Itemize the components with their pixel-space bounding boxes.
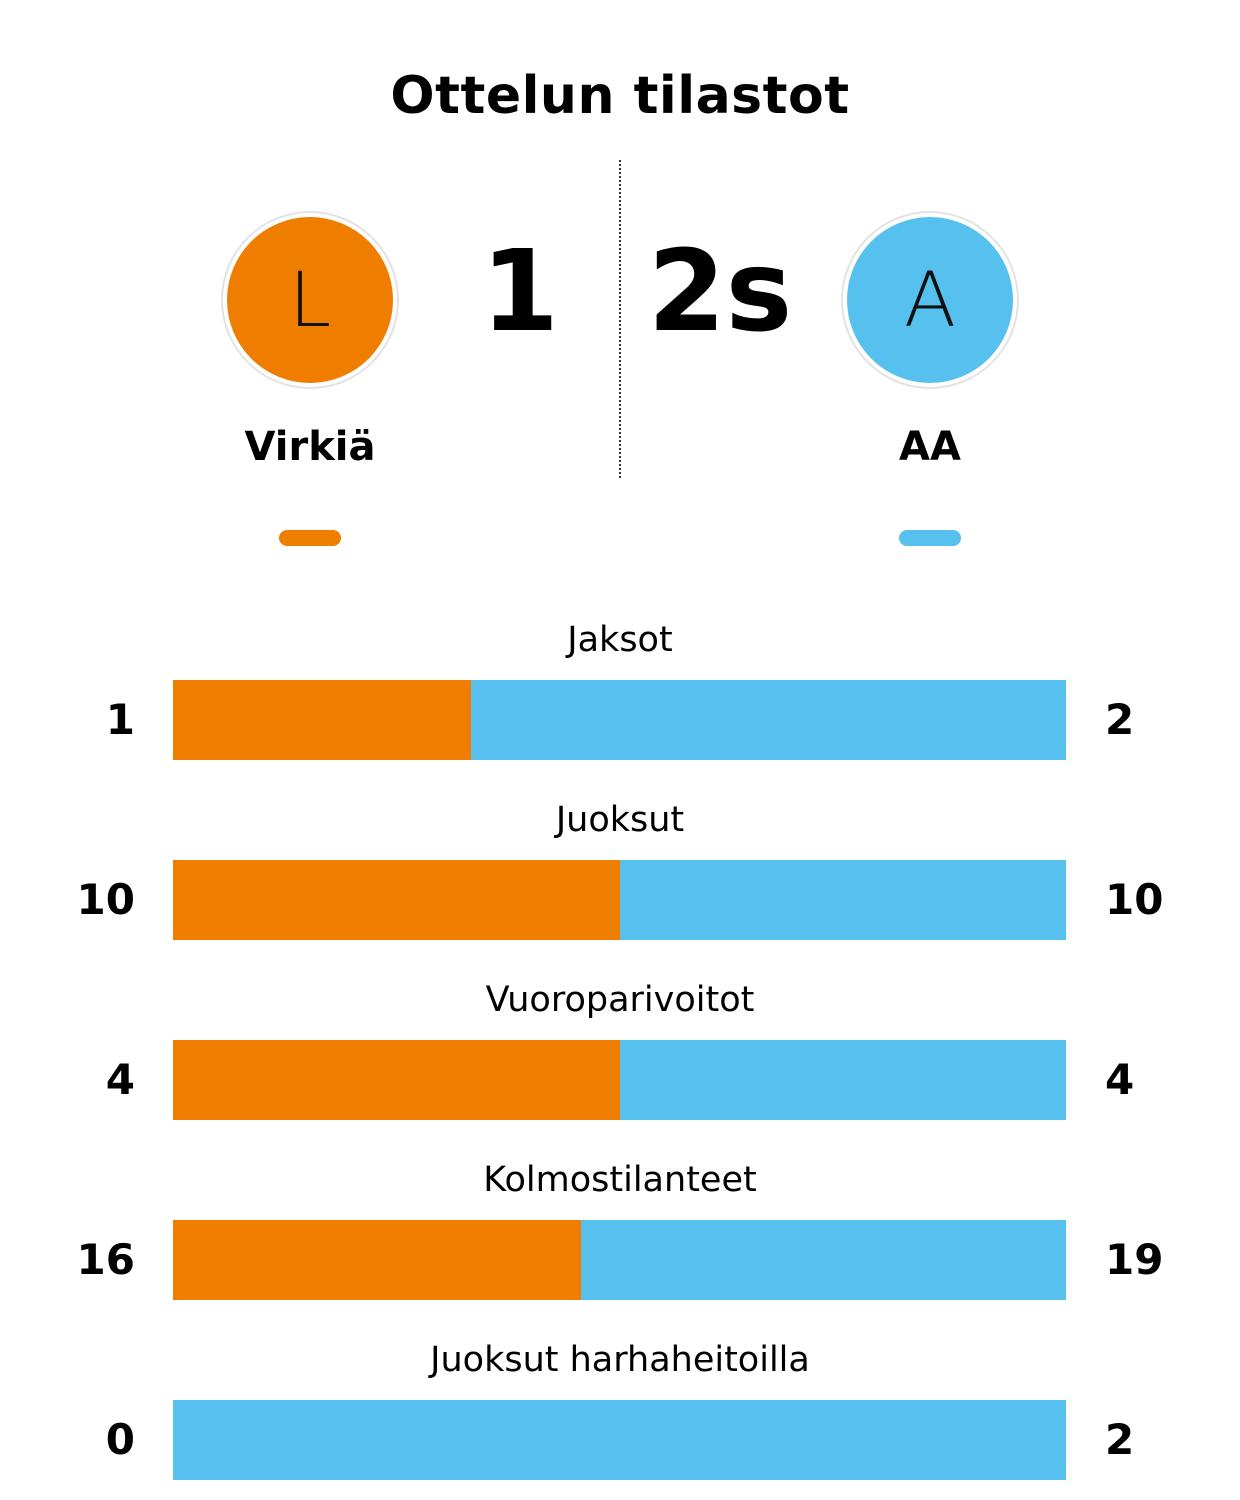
away-team-logo: A — [847, 217, 1013, 383]
home-stat-value: 1 — [105, 695, 135, 744]
away-bar-segment — [619, 860, 1066, 940]
away-bar-segment — [173, 1400, 1066, 1480]
stat-label: Juoksut harhaheitoilla — [430, 1340, 810, 1380]
stat-label: Jaksot — [567, 620, 673, 660]
away-bar-segment — [619, 1040, 1066, 1120]
away-bar-segment — [470, 680, 1066, 760]
home-team-initial: L — [288, 255, 332, 344]
page-title: Ottelun tilastot — [390, 66, 850, 126]
home-score: 1 — [481, 227, 559, 357]
center-divider — [619, 160, 621, 478]
home-stat-value: 4 — [105, 1055, 135, 1104]
away-legend-swatch — [899, 530, 961, 546]
stat-label: Kolmostilanteet — [483, 1160, 757, 1200]
home-legend-swatch — [279, 530, 341, 546]
away-stat-value: 10 — [1105, 875, 1164, 924]
stat-bar — [173, 1400, 1066, 1480]
home-bar-segment — [173, 860, 620, 940]
home-stat-value: 16 — [76, 1235, 135, 1284]
away-score: 2s — [647, 227, 793, 357]
stat-bar — [173, 1220, 1066, 1300]
stat-label: Vuoroparivoitot — [485, 980, 755, 1020]
stat-label: Juoksut — [555, 800, 685, 840]
stat-bar — [173, 1040, 1066, 1120]
stat-bar — [173, 860, 1066, 940]
away-team-name: AA — [899, 424, 961, 470]
home-stat-value: 0 — [105, 1415, 135, 1464]
away-stat-value: 2 — [1105, 695, 1135, 744]
home-bar-segment — [173, 1220, 582, 1300]
away-team-initial: A — [904, 255, 956, 344]
home-stat-value: 10 — [76, 875, 135, 924]
away-stat-value: 2 — [1105, 1415, 1135, 1464]
stat-bar — [173, 680, 1066, 760]
away-stat-value: 19 — [1105, 1235, 1164, 1284]
away-stat-value: 4 — [1105, 1055, 1135, 1104]
home-team-logo: L — [227, 217, 393, 383]
away-bar-segment — [581, 1220, 1066, 1300]
home-bar-segment — [173, 1040, 620, 1120]
home-team-name: Virkiä — [244, 424, 376, 470]
home-bar-segment — [173, 680, 471, 760]
